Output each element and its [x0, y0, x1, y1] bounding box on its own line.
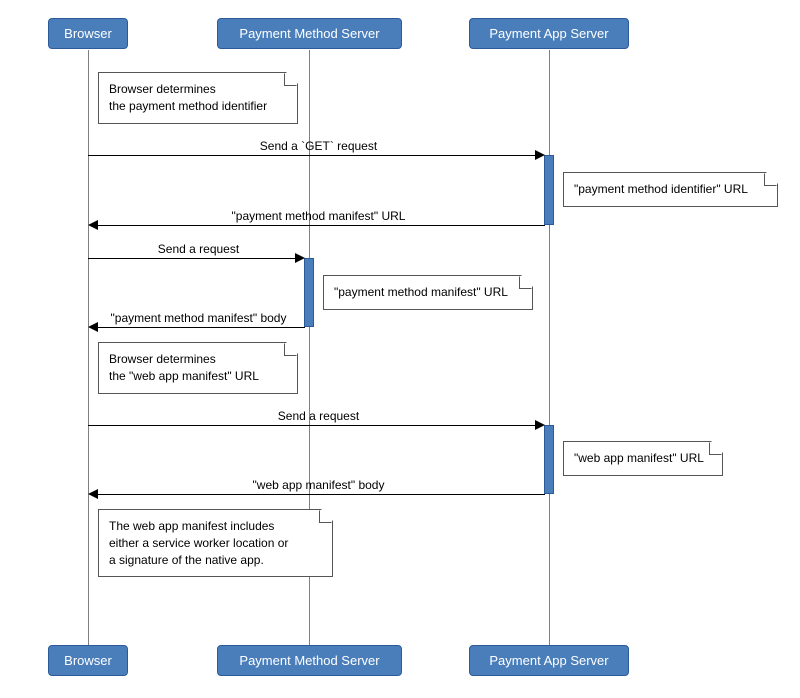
participant-pms-top: Payment Method Server — [217, 18, 402, 49]
note-line: the "web app manifest" URL — [109, 368, 287, 385]
note-line: The web app manifest includes — [109, 518, 322, 535]
message-line — [98, 494, 545, 495]
note-webapp-url: "web app manifest" URL — [563, 441, 723, 476]
note-line: a signature of the native app. — [109, 552, 322, 569]
note-text: "payment method manifest" URL — [334, 285, 508, 299]
note-webapp-includes: The web app manifest includes either a s… — [98, 509, 333, 577]
note-determine-identifier: Browser determines the payment method id… — [98, 72, 298, 124]
message-line — [88, 258, 299, 259]
arrow-icon — [535, 150, 545, 160]
participant-browser-top: Browser — [48, 18, 128, 49]
arrow-icon — [88, 322, 98, 332]
arrow-icon — [295, 253, 305, 263]
message-line — [88, 425, 539, 426]
message-line — [98, 327, 305, 328]
participant-pas-bottom: Payment App Server — [469, 645, 629, 676]
participant-pms-bottom: Payment Method Server — [217, 645, 402, 676]
message-label-send-request-1: Send a request — [88, 242, 309, 256]
note-line: the payment method identifier — [109, 98, 287, 115]
arrow-icon — [88, 489, 98, 499]
note-line: either a service worker location or — [109, 535, 322, 552]
lifeline-pas — [549, 50, 550, 645]
note-line: Browser determines — [109, 351, 287, 368]
message-line — [98, 225, 545, 226]
message-label-manifest-body: "payment method manifest" body — [88, 311, 309, 325]
note-determine-webapp-url: Browser determines the "web app manifest… — [98, 342, 298, 394]
message-label-get-request: Send a `GET` request — [88, 139, 549, 153]
message-label-manifest-url: "payment method manifest" URL — [88, 209, 549, 223]
note-text: "payment method identifier" URL — [574, 182, 748, 196]
participant-browser-bottom: Browser — [48, 645, 128, 676]
sequence-diagram: Browser Payment Method Server Payment Ap… — [0, 0, 800, 698]
participant-pas-top: Payment App Server — [469, 18, 629, 49]
note-identifier-url: "payment method identifier" URL — [563, 172, 778, 207]
note-manifest-url: "payment method manifest" URL — [323, 275, 533, 310]
message-label-webapp-body: "web app manifest" body — [88, 478, 549, 492]
note-text: "web app manifest" URL — [574, 451, 704, 465]
note-line: Browser determines — [109, 81, 287, 98]
arrow-icon — [535, 420, 545, 430]
arrow-icon — [88, 220, 98, 230]
message-line — [88, 155, 539, 156]
message-label-send-request-2: Send a request — [88, 409, 549, 423]
